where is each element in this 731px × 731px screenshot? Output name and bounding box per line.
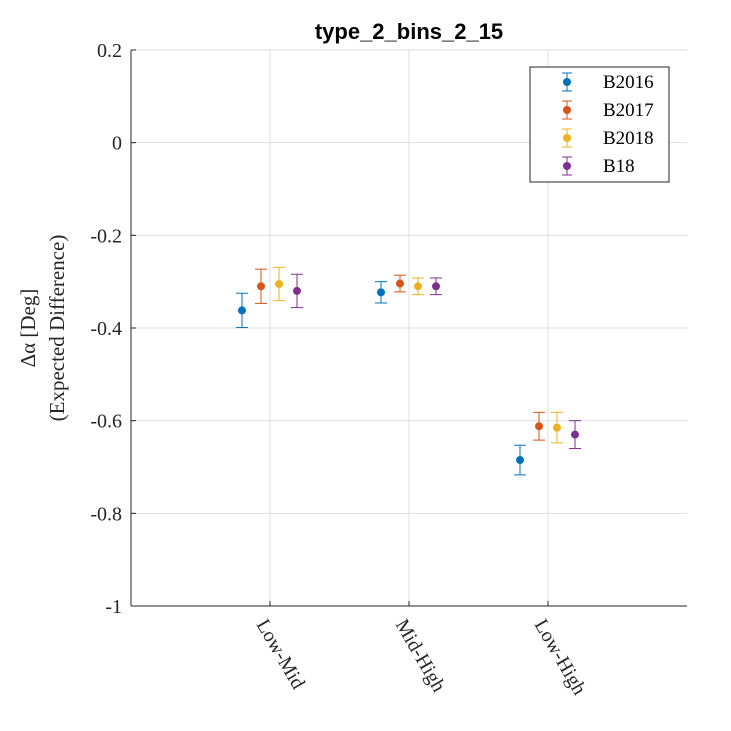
data-point (275, 279, 283, 288)
data-point (377, 288, 385, 297)
y-axis-label-line1: Δα [Deg] (16, 289, 40, 368)
data-point (553, 423, 561, 432)
data-series (236, 266, 581, 476)
y-tick-label: -0.2 (90, 225, 122, 247)
y-tick-label: -0.8 (90, 503, 122, 525)
data-point (238, 306, 246, 315)
data-point (432, 282, 440, 291)
data-point (293, 286, 301, 295)
legend-box (529, 66, 670, 183)
legend-entry-label: B2018 (603, 128, 654, 149)
chart-title: type_2_bins_2_15 (315, 19, 503, 44)
series-B2016 (236, 281, 526, 476)
legend-marker-point (563, 162, 571, 170)
data-point (257, 282, 265, 291)
y-tick-label: 0 (112, 133, 122, 155)
data-point (571, 430, 579, 439)
data-point (535, 422, 543, 431)
y-tick-label: -1 (105, 596, 122, 618)
legend-entry-label: B2016 (603, 72, 654, 93)
y-axis-label: Δα [Deg] (Expected Difference) (16, 235, 69, 422)
y-tick-label: -0.6 (90, 411, 122, 433)
series-B2018 (273, 266, 563, 444)
y-tick-label: -0.4 (90, 318, 122, 340)
y-tick-label: 0.2 (97, 40, 122, 62)
data-point (414, 282, 422, 291)
legend-entry-label: B18 (603, 156, 635, 177)
legend-marker-point (563, 78, 571, 86)
y-tick-labels: 0.2 0 -0.2 -0.4 -0.6 -0.8 -1 (90, 40, 122, 618)
legend[interactable]: B2016 B2017 B2018 B18 (529, 66, 670, 183)
legend-entry-label: B2017 (603, 100, 654, 121)
legend-marker-point (563, 134, 571, 142)
series-B2017 (255, 268, 545, 441)
data-point (516, 456, 524, 465)
axes (130, 49, 687, 607)
data-point (396, 279, 404, 288)
legend-marker-point (563, 106, 571, 114)
y-axis-label-line2: (Expected Difference) (45, 235, 69, 422)
series-B18 (291, 273, 581, 449)
